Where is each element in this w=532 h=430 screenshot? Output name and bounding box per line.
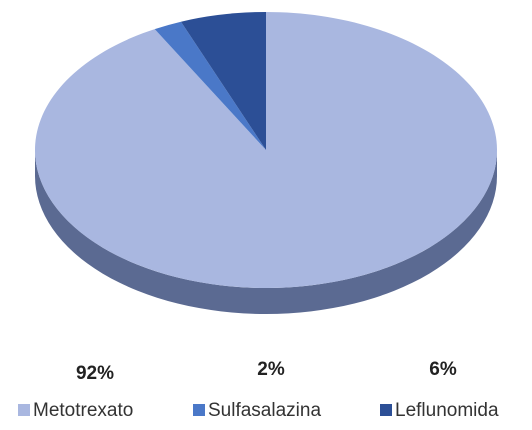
data-label: 92%: [76, 363, 114, 384]
data-label: 2%: [257, 359, 285, 380]
legend-swatch: [18, 404, 30, 416]
legend-swatch: [380, 404, 392, 416]
legend-label: Leflunomida: [395, 400, 499, 421]
legend-label: Metotrexato: [33, 400, 133, 421]
legend-swatch: [193, 404, 205, 416]
data-label: 6%: [429, 359, 457, 380]
legend-label: Sulfasalazina: [208, 400, 321, 421]
pie-slice: [34, 12, 497, 288]
pie-side: [35, 150, 497, 314]
pie-slice: [180, 12, 266, 150]
pie-slice: [154, 21, 266, 151]
